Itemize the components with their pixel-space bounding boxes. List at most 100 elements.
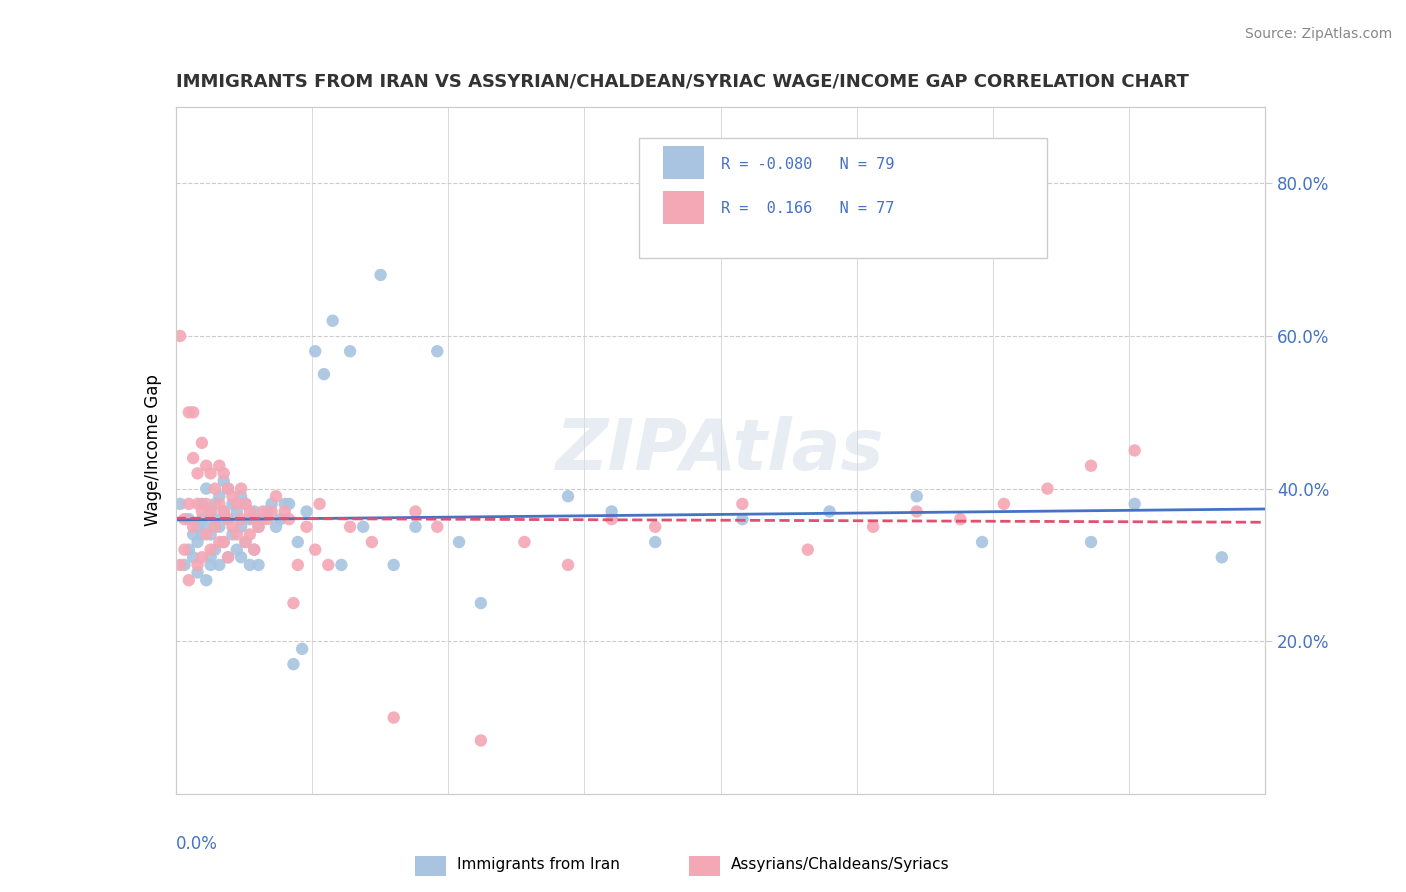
Point (191, 435, 214, 450)
Point (426, 344, 449, 359)
Bar (662, 146, 704, 179)
Point (278, 497, 301, 511)
Point (557, 489, 579, 503)
Point (339, 344, 361, 359)
Point (243, 542, 266, 557)
Text: R = -0.080   N = 79: R = -0.080 N = 79 (721, 157, 894, 171)
Point (208, 558, 231, 572)
Point (217, 550, 239, 565)
Point (304, 542, 326, 557)
Point (186, 497, 209, 511)
Point (283, 596, 305, 610)
FancyBboxPatch shape (638, 138, 1047, 258)
Point (212, 535, 235, 549)
Point (231, 512, 253, 526)
Point (225, 504, 247, 518)
Point (600, 504, 623, 518)
Point (260, 497, 283, 511)
Text: ZIPAtlas: ZIPAtlas (557, 416, 884, 485)
Point (370, 268, 392, 282)
Point (208, 497, 231, 511)
Point (252, 504, 274, 518)
Point (195, 527, 218, 541)
Point (225, 497, 247, 511)
Point (308, 497, 330, 511)
Point (195, 458, 218, 473)
Point (949, 512, 972, 526)
Point (235, 535, 257, 549)
Point (993, 497, 1015, 511)
Point (322, 314, 344, 328)
Point (204, 520, 226, 534)
Point (260, 504, 283, 518)
Point (256, 512, 278, 526)
Point (312, 367, 335, 381)
Text: Assyrians/Chaldeans/Syriacs: Assyrians/Chaldeans/Syriacs (731, 857, 949, 871)
Point (191, 497, 214, 511)
Point (186, 520, 209, 534)
Point (1036, 482, 1059, 496)
Point (177, 405, 200, 419)
Point (186, 535, 209, 549)
Point (360, 535, 382, 549)
Point (247, 520, 270, 534)
Point (200, 527, 222, 541)
Bar (662, 191, 704, 224)
Point (200, 467, 222, 481)
Point (970, 535, 993, 549)
Point (862, 520, 884, 534)
Point (905, 504, 928, 518)
Point (235, 497, 257, 511)
Point (200, 550, 222, 565)
Point (264, 520, 287, 534)
Point (239, 504, 262, 518)
Point (352, 520, 374, 534)
Point (239, 527, 262, 541)
Point (405, 504, 427, 518)
Point (225, 527, 247, 541)
Point (274, 497, 297, 511)
Point (252, 512, 274, 526)
Point (217, 550, 239, 565)
Point (382, 558, 405, 572)
Point (287, 535, 309, 549)
Point (557, 558, 579, 572)
Point (1123, 443, 1146, 458)
Point (278, 512, 301, 526)
Point (235, 497, 257, 511)
Point (905, 489, 928, 503)
Point (208, 489, 231, 503)
Point (195, 482, 218, 496)
Point (217, 482, 239, 496)
Point (1123, 497, 1146, 511)
Point (221, 497, 243, 511)
Y-axis label: Wage/Income Gap: Wage/Income Gap (143, 375, 162, 526)
Point (291, 641, 314, 656)
Point (247, 520, 270, 534)
Point (212, 535, 235, 549)
Point (221, 520, 243, 534)
Point (195, 497, 218, 511)
Point (204, 482, 226, 496)
Point (191, 504, 214, 518)
Point (204, 542, 226, 557)
Point (295, 504, 318, 518)
Point (204, 512, 226, 526)
Point (243, 504, 266, 518)
Point (731, 512, 754, 526)
Point (1211, 550, 1233, 565)
Point (186, 566, 209, 580)
Point (221, 489, 243, 503)
Point (212, 504, 235, 518)
Text: R =  0.166   N = 77: R = 0.166 N = 77 (721, 202, 894, 216)
Point (200, 504, 222, 518)
Point (204, 497, 226, 511)
Point (231, 550, 253, 565)
Point (600, 512, 623, 526)
Point (217, 482, 239, 496)
Point (177, 542, 200, 557)
Point (195, 520, 218, 534)
Point (304, 344, 326, 359)
Point (283, 657, 305, 672)
Point (382, 710, 405, 724)
